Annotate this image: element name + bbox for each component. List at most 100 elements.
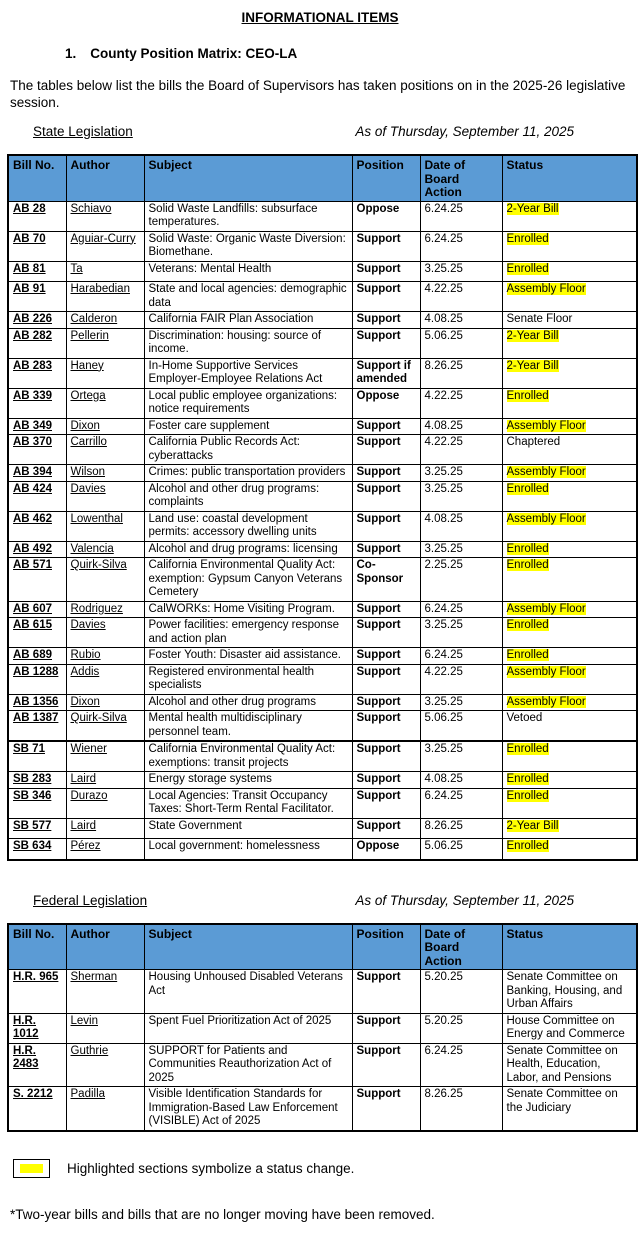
author-link[interactable]: Quirk-Silva <box>70 712 127 724</box>
subject-cell: Housing Unhoused Disabled Veterans Act <box>143 969 353 1014</box>
author-link[interactable]: Pellerin <box>70 329 109 342</box>
bill-number-link[interactable]: AB 394 <box>13 466 52 478</box>
bill-number-link[interactable]: AB 462 <box>13 512 52 525</box>
author-link[interactable]: Valencia <box>70 542 114 555</box>
bill-table-row: H.R. 1012 Levin Spent Fuel Prioritizatio… <box>7 1012 638 1044</box>
bill-number-link[interactable]: H.R. 1012 <box>13 1014 39 1041</box>
author-link[interactable]: Pérez <box>70 840 101 852</box>
author-link[interactable]: Addis <box>70 665 100 678</box>
column-header-status: Status <box>501 154 638 202</box>
author-cell: Sherman <box>65 969 145 1014</box>
bill-number-link[interactable]: AB 492 <box>13 542 52 555</box>
bill-number-link[interactable]: AB 81 <box>13 262 46 275</box>
column-header-subject: Subject <box>143 923 353 970</box>
status-text: Enrolled <box>506 232 549 245</box>
bill-number-link[interactable]: H.R. 965 <box>13 971 59 983</box>
bill-table-row: AB 1387 Quirk-Silva Mental health multid… <box>7 710 638 742</box>
date-cell: 8.26.25 <box>419 817 503 839</box>
author-link[interactable]: Carrillo <box>70 436 107 448</box>
author-cell: Pellerin <box>65 327 145 359</box>
date-cell: 5.06.25 <box>419 327 503 359</box>
status-cell: 2-Year Bill <box>501 357 638 389</box>
author-link[interactable]: Wiener <box>70 743 107 755</box>
date-cell: 8.26.25 <box>419 357 503 389</box>
bill-number-link[interactable]: AB 339 <box>13 389 52 402</box>
position-cell: Support <box>351 434 421 465</box>
author-link[interactable]: Guthrie <box>70 1044 109 1057</box>
bill-number-cell: AB 349 <box>7 417 67 435</box>
bill-number-link[interactable]: AB 689 <box>13 649 52 661</box>
bill-number-link[interactable]: SB 71 <box>13 743 45 755</box>
author-link[interactable]: Davies <box>70 482 106 495</box>
author-cell: Wiener <box>65 740 145 772</box>
author-link[interactable]: Rodriguez <box>70 602 123 615</box>
author-link[interactable]: Aguiar-Curry <box>70 232 136 245</box>
author-link[interactable]: Sherman <box>70 971 118 983</box>
bill-number-cell: AB 81 <box>7 260 67 282</box>
author-link[interactable]: Laird <box>70 819 97 832</box>
bill-number-link[interactable]: SB 346 <box>13 789 52 802</box>
position-cell: Support <box>351 510 421 542</box>
bill-table-row: SB 577 Laird State Government Support 8.… <box>7 817 638 839</box>
status-text: Enrolled <box>506 559 549 571</box>
bill-table-row: SB 634 Pérez Local government: homelessn… <box>7 838 638 860</box>
author-link[interactable]: Schiavo <box>70 202 112 215</box>
author-link[interactable]: Laird <box>70 773 97 785</box>
bill-number-link[interactable]: AB 1387 <box>13 712 59 724</box>
author-link[interactable]: Lowenthal <box>70 512 123 525</box>
bill-number-link[interactable]: AB 91 <box>13 283 46 295</box>
author-link[interactable]: Davies <box>70 619 106 631</box>
author-link[interactable]: Quirk-Silva <box>70 559 127 571</box>
bill-number-link[interactable]: AB 615 <box>13 619 52 631</box>
bill-number-link[interactable]: SB 577 <box>13 819 52 832</box>
bill-number-link[interactable]: AB 607 <box>13 602 52 615</box>
author-link[interactable]: Wilson <box>70 466 106 478</box>
status-cell: Enrolled <box>501 480 638 512</box>
bill-number-cell: AB 370 <box>7 434 67 465</box>
bill-number-link[interactable]: AB 571 <box>13 559 52 571</box>
author-cell: Addis <box>65 663 145 695</box>
status-text: Enrolled <box>506 789 549 802</box>
author-link[interactable]: Calderon <box>70 313 118 325</box>
author-link[interactable]: Levin <box>70 1014 99 1027</box>
bill-number-link[interactable]: AB 424 <box>13 482 52 495</box>
author-link[interactable]: Dixon <box>70 419 100 432</box>
subject-cell: Spent Fuel Prioritization Act of 2025 <box>143 1012 353 1044</box>
position-cell: Support <box>351 540 421 558</box>
bill-number-link[interactable]: AB 1288 <box>13 665 59 678</box>
author-link[interactable]: Haney <box>70 359 104 372</box>
bill-number-link[interactable]: SB 634 <box>13 840 52 852</box>
bill-table-row: AB 607 Rodriguez CalWORKs: Home Visiting… <box>7 600 638 618</box>
bill-number-link[interactable]: AB 28 <box>13 202 46 215</box>
subject-cell: Local Agencies: Transit Occupancy Taxes:… <box>143 787 353 819</box>
bill-table-row: H.R. 965 Sherman Housing Unhoused Disabl… <box>7 969 638 1014</box>
bill-number-link[interactable]: H.R. 2483 <box>13 1044 39 1071</box>
bill-number-link[interactable]: AB 349 <box>13 419 52 432</box>
column-header-position: Position <box>351 154 421 202</box>
bill-number-link[interactable]: AB 1356 <box>13 695 59 708</box>
bill-number-link[interactable]: AB 370 <box>13 436 52 448</box>
author-cell: Lowenthal <box>65 510 145 542</box>
bill-number-link[interactable]: AB 282 <box>13 329 52 342</box>
author-link[interactable]: Rubio <box>70 649 101 661</box>
position-cell: Oppose <box>351 387 421 419</box>
bill-number-link[interactable]: S. 2212 <box>13 1088 53 1100</box>
author-link[interactable]: Padilla <box>70 1088 106 1100</box>
author-link[interactable]: Harabedian <box>70 283 130 295</box>
author-link[interactable]: Ta <box>70 262 83 275</box>
bill-number-link[interactable]: AB 283 <box>13 359 52 372</box>
bill-number-link[interactable]: AB 70 <box>13 232 46 245</box>
status-text: Senate Committee on Banking, Housing, an… <box>506 971 623 1010</box>
bill-number-link[interactable]: SB 283 <box>13 773 52 785</box>
subject-cell: Local public employee organizations: not… <box>143 387 353 419</box>
bill-number-link[interactable]: AB 226 <box>13 313 52 325</box>
author-link[interactable]: Ortega <box>70 389 106 402</box>
bill-table-row: AB 339 Ortega Local public employee orga… <box>7 387 638 419</box>
position-cell: Support <box>351 230 421 262</box>
subject-cell: California FAIR Plan Association <box>143 311 353 329</box>
author-link[interactable]: Dixon <box>70 695 100 708</box>
subject-cell: Discrimination: housing: source of incom… <box>143 327 353 359</box>
author-cell: Calderon <box>65 311 145 329</box>
status-text: House Committee on Energy and Commerce <box>506 1014 625 1041</box>
author-link[interactable]: Durazo <box>70 789 108 802</box>
